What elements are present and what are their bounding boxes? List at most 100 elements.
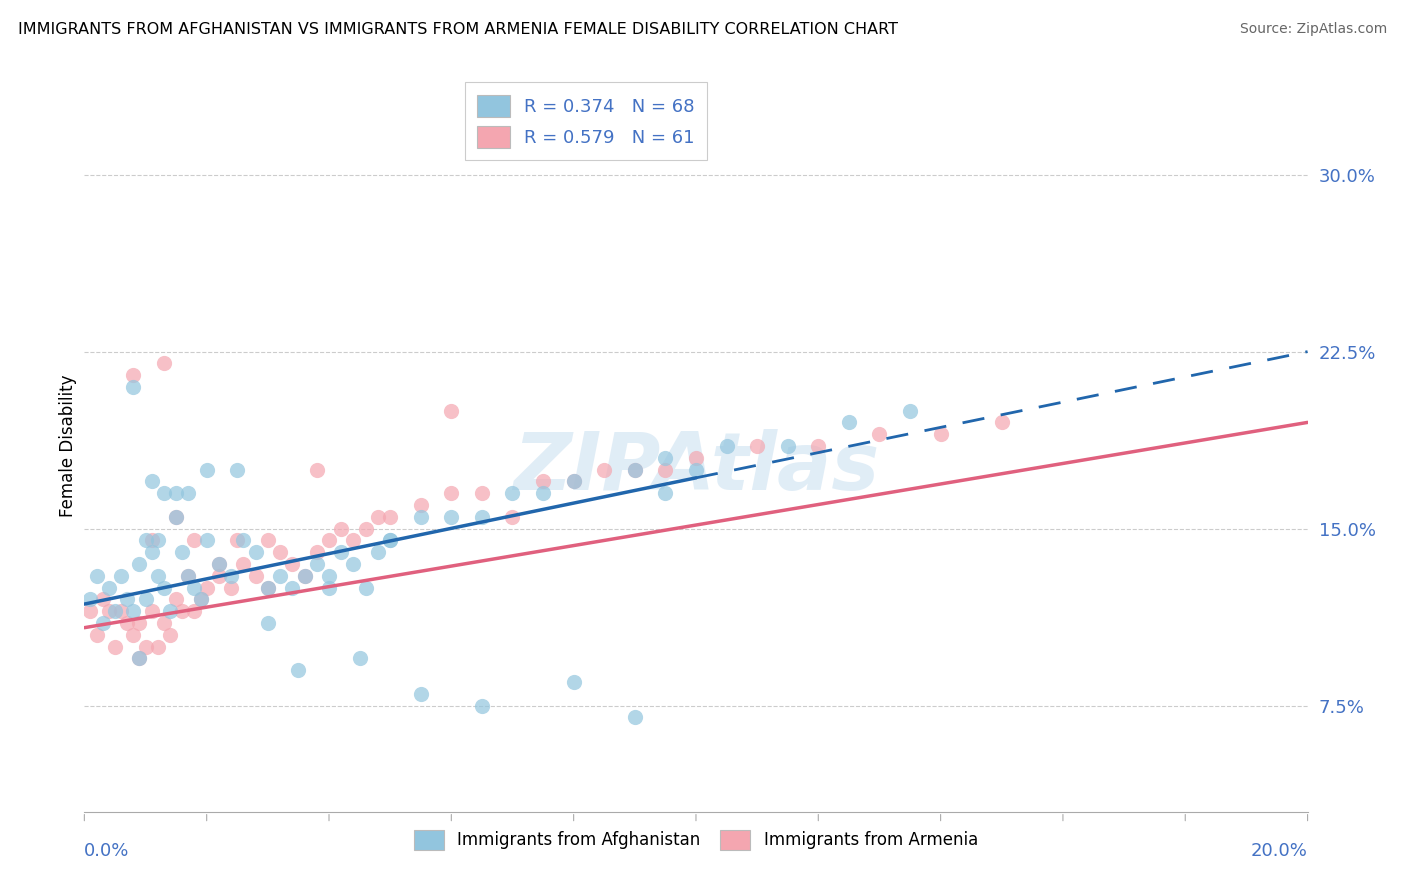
Point <box>115 592 138 607</box>
Point <box>257 581 280 595</box>
Point <box>305 557 328 571</box>
Point <box>440 509 463 524</box>
Point <box>122 380 145 394</box>
Point <box>440 403 463 417</box>
Point <box>685 462 707 476</box>
Point <box>471 486 494 500</box>
Point <box>354 581 377 595</box>
Point <box>177 568 200 582</box>
Point <box>226 533 249 548</box>
Point <box>219 568 242 582</box>
Point <box>330 545 353 559</box>
Point <box>593 462 616 476</box>
Point <box>281 557 304 571</box>
Point <box>502 486 524 500</box>
Point <box>110 604 132 618</box>
Point <box>838 416 860 430</box>
Point <box>380 533 402 548</box>
Text: IMMIGRANTS FROM AFGHANISTAN VS IMMIGRANTS FROM ARMENIA FEMALE DISABILITY CORRELA: IMMIGRANTS FROM AFGHANISTAN VS IMMIGRANT… <box>18 22 898 37</box>
Point <box>146 568 169 582</box>
Point <box>165 509 187 524</box>
Point <box>380 533 402 548</box>
Point <box>165 486 187 500</box>
Point <box>440 486 463 500</box>
Point <box>195 462 218 476</box>
Y-axis label: Female Disability: Female Disability <box>59 375 77 517</box>
Point <box>318 533 340 548</box>
Point <box>104 640 127 654</box>
Point <box>294 568 316 582</box>
Point <box>122 604 145 618</box>
Point <box>869 427 891 442</box>
Point <box>354 522 377 536</box>
Text: 20.0%: 20.0% <box>1251 842 1308 860</box>
Point <box>654 450 676 465</box>
Point <box>269 545 291 559</box>
Point <box>257 615 280 630</box>
Point <box>153 486 176 500</box>
Point <box>183 533 205 548</box>
Point <box>110 568 132 582</box>
Point <box>654 462 676 476</box>
Point <box>898 403 921 417</box>
Text: Source: ZipAtlas.com: Source: ZipAtlas.com <box>1240 22 1388 37</box>
Point <box>91 615 114 630</box>
Point <box>716 439 738 453</box>
Point <box>624 462 647 476</box>
Point <box>232 557 254 571</box>
Point <box>195 533 218 548</box>
Point <box>141 533 163 548</box>
Point <box>183 604 205 618</box>
Point <box>562 675 585 690</box>
Point <box>747 439 769 453</box>
Point <box>128 651 150 665</box>
Point <box>991 416 1014 430</box>
Point <box>86 628 108 642</box>
Point <box>141 545 163 559</box>
Point <box>79 592 101 607</box>
Point <box>330 522 353 536</box>
Point <box>104 604 127 618</box>
Point <box>128 651 150 665</box>
Point <box>128 557 150 571</box>
Point <box>685 450 707 465</box>
Point <box>471 509 494 524</box>
Point <box>342 533 364 548</box>
Point <box>929 427 952 442</box>
Point <box>128 615 150 630</box>
Point <box>86 568 108 582</box>
Point <box>135 592 157 607</box>
Point <box>219 581 242 595</box>
Point <box>135 640 157 654</box>
Point <box>208 568 231 582</box>
Point <box>562 475 585 489</box>
Point <box>776 439 799 453</box>
Point <box>208 557 231 571</box>
Point <box>97 604 120 618</box>
Point <box>287 663 309 677</box>
Point <box>531 475 554 489</box>
Point <box>380 509 402 524</box>
Legend: Immigrants from Afghanistan, Immigrants from Armenia: Immigrants from Afghanistan, Immigrants … <box>405 822 987 858</box>
Point <box>177 568 200 582</box>
Point <box>624 462 647 476</box>
Point <box>342 557 364 571</box>
Point <box>409 498 432 512</box>
Point <box>232 533 254 548</box>
Point <box>367 509 389 524</box>
Point <box>409 509 432 524</box>
Point <box>172 545 194 559</box>
Point <box>531 486 554 500</box>
Point <box>409 687 432 701</box>
Point <box>281 581 304 595</box>
Point <box>97 581 120 595</box>
Point <box>471 698 494 713</box>
Point <box>159 628 181 642</box>
Point <box>226 462 249 476</box>
Point <box>122 628 145 642</box>
Point <box>367 545 389 559</box>
Point <box>195 581 218 595</box>
Point <box>141 475 163 489</box>
Point <box>135 533 157 548</box>
Point <box>245 568 267 582</box>
